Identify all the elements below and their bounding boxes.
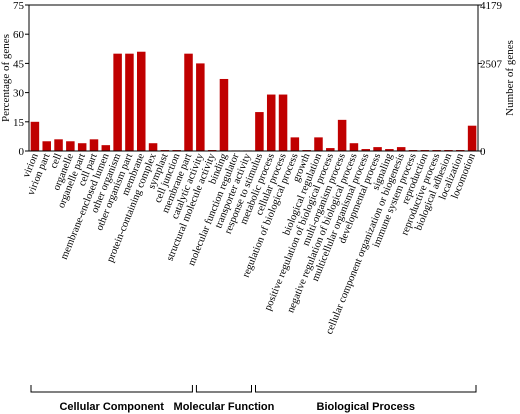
bar [337,119,347,151]
bar [467,125,477,151]
bar [326,148,335,151]
bar [89,139,99,151]
group-label: Molecular Function [174,401,275,413]
group-bracket [30,385,193,393]
bar [137,51,146,151]
bar [30,121,40,151]
group-bracket [255,385,477,393]
bar [349,143,359,151]
left-tick-label: 0 [19,146,25,158]
bar [266,94,276,151]
bar [219,78,229,151]
right-axis-ticks: 4179 2507 0 [478,0,503,158]
bar [184,53,193,151]
right-tick-label: 4179 [480,0,503,12]
category-label: cell [48,152,64,170]
right-tick-label: 0 [480,146,486,158]
bar [101,145,111,151]
bar [396,147,406,151]
left-tick-label: 30 [13,88,25,100]
bar [361,149,371,151]
right-tick-label: 2507 [480,58,503,70]
bar [148,143,158,151]
group-brackets: Cellular Component Molecular Function Biol… [30,385,477,413]
bar [77,143,87,151]
bar [66,141,75,151]
bar [290,137,300,151]
right-axis-title: Number of genes [504,40,516,116]
bar [113,53,122,151]
left-axis-title: Percentage of genes [0,34,12,122]
group-bracket [195,385,252,393]
bar [54,139,63,151]
left-axis-ticks: 75 60 45 30 15 0 [13,0,29,158]
bar [278,94,288,151]
bars-layer [30,51,477,152]
bar [42,141,51,151]
left-tick-label: 45 [13,58,25,70]
bar [385,149,394,151]
left-tick-label: 60 [13,29,25,41]
bar [196,63,205,151]
axes-layer [28,4,479,152]
group-label: Biological Process [317,401,415,413]
left-tick-label: 75 [13,0,25,12]
bar [255,112,264,151]
bar [125,53,134,151]
bar [314,137,323,151]
bar [373,147,382,151]
left-tick-label: 15 [13,117,25,129]
group-label: Cellular Component [59,401,164,413]
